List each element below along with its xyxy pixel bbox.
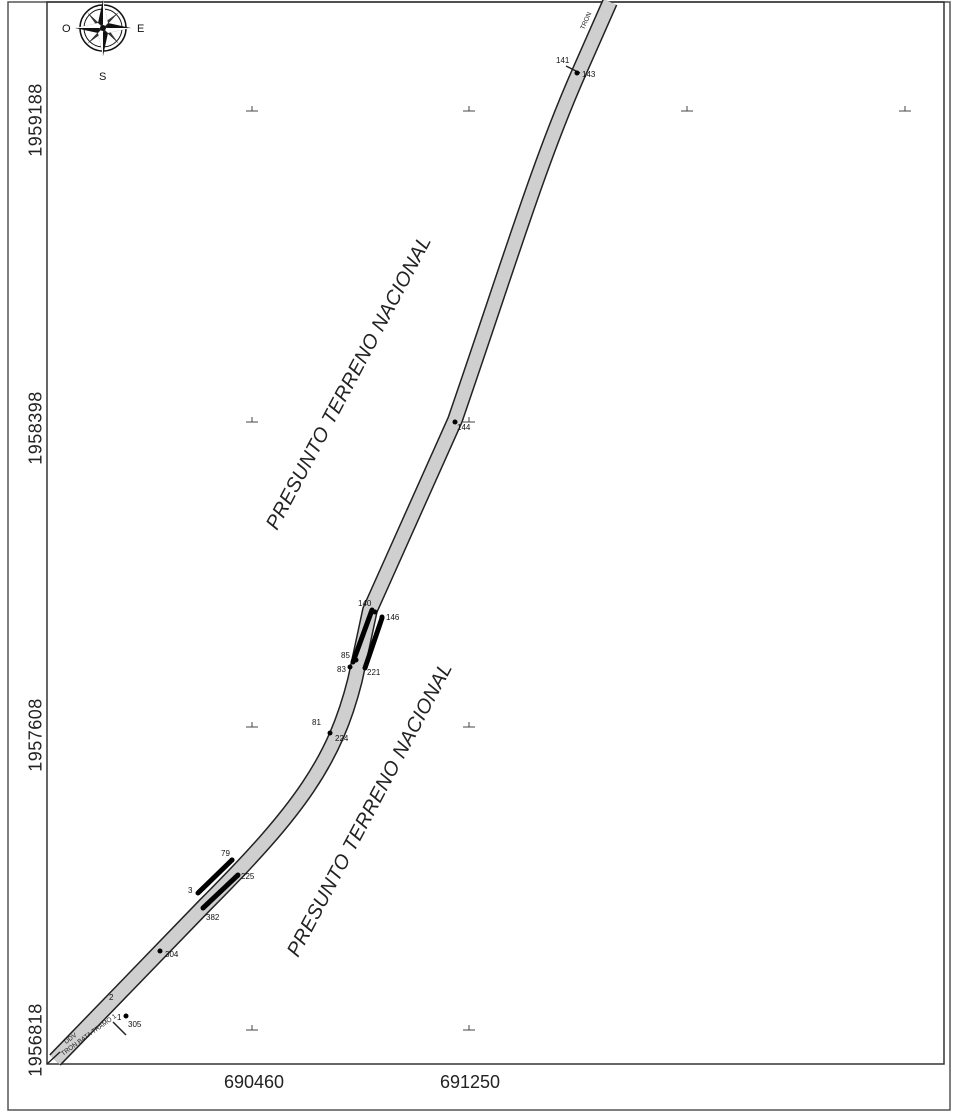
point-label: 305 [128, 1020, 142, 1029]
vertex-marker [327, 730, 333, 736]
segment-thick-2 [200, 872, 241, 911]
vertex-marker [347, 664, 353, 670]
compass-highlight [75, 0, 131, 56]
grid-mark [246, 417, 258, 423]
x-axis-label: 690460 [223, 1072, 285, 1092]
compass-east: E [137, 23, 144, 35]
point-label: 81 [312, 718, 321, 727]
grid-mark [246, 1025, 258, 1031]
vertex-marker [234, 873, 240, 879]
point-label: 304 [165, 950, 179, 959]
vertex-marker [379, 614, 385, 620]
vertex-marker [452, 419, 458, 425]
y-axis-label: 1958398 [25, 391, 46, 465]
point-label: 3 [188, 886, 193, 895]
grid-mark [463, 106, 475, 112]
grid-mark [899, 106, 911, 112]
start-connector [46, 1051, 61, 1065]
grid-mark [246, 106, 258, 112]
grid-mark [681, 106, 693, 112]
point-label: 382 [206, 913, 220, 922]
map-frame [46, 1, 945, 1065]
point-label: 83 [337, 665, 346, 674]
point-label: 2 [109, 993, 114, 1002]
x-axis-label: 691250 [439, 1072, 501, 1092]
vertex-marker [229, 857, 235, 863]
segment-thick-3 [350, 607, 375, 665]
point-label: 141 [556, 56, 570, 65]
point-label: 144 [457, 423, 471, 432]
grid-marks [246, 106, 911, 1031]
y-axis-label: 1959188 [25, 83, 46, 157]
vertex-marker [574, 70, 580, 76]
grid-mark [463, 417, 475, 423]
point-label: 225 [241, 872, 255, 881]
point-label: 85 [341, 651, 350, 660]
segment-thick-1 [195, 857, 235, 896]
point-label: 79 [221, 849, 230, 858]
vertex-marker [123, 1013, 129, 1019]
point-label: 221 [367, 668, 381, 677]
point-label: 140 [358, 599, 372, 608]
grid-mark [463, 1025, 475, 1031]
grid-mark [463, 722, 475, 728]
point-label: 224 [335, 734, 349, 743]
vertex-marker [353, 657, 359, 663]
y-axis-label: 1957608 [25, 698, 46, 772]
vertex-marker [372, 609, 378, 615]
y-axis-label: 1956818 [25, 1003, 46, 1077]
compass-south: S [99, 71, 106, 83]
compass-rose: O E S [62, 0, 144, 83]
grid-mark [246, 722, 258, 728]
start-tick [112, 1021, 127, 1036]
compass-west: O [62, 23, 71, 35]
vertex-markers [123, 70, 580, 1019]
point-label: 143 [582, 70, 596, 79]
outer-frame [7, 1, 951, 1111]
point-label: 1 [117, 1013, 122, 1022]
vertex-marker [157, 948, 163, 954]
point-label: 146 [386, 613, 400, 622]
segment-thick-4 [362, 615, 385, 671]
